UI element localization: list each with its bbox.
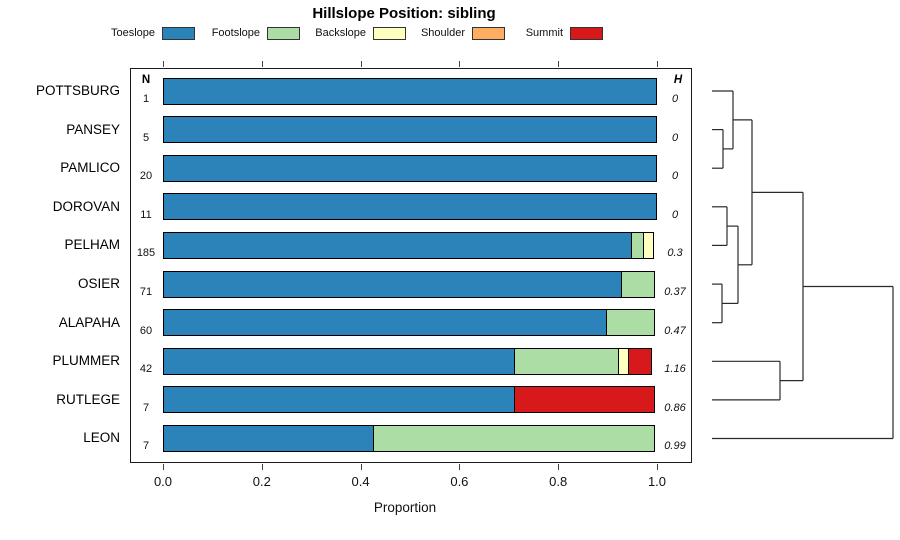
n-value-osier: 71 (139, 286, 153, 299)
bar-segment-toeslope (163, 386, 516, 414)
legend-swatch-shoulder (472, 27, 505, 40)
chart-title: Hillslope Position: sibling (312, 5, 496, 22)
legend-swatch-toeslope (162, 27, 195, 40)
x-tick-bottom (360, 464, 362, 470)
bar-row-pamlico (163, 154, 657, 182)
n-value-alapaha: 60 (139, 324, 153, 337)
bar-row-pelham (163, 231, 657, 259)
h-value-pamlico: 0 (671, 170, 679, 183)
row-label-alapaha: ALAPAHA (58, 314, 120, 330)
h-value-pelham: 0.3 (667, 247, 683, 260)
bar-segment-toeslope (163, 309, 608, 337)
bar-segment-toeslope (163, 116, 657, 144)
legend-swatch-footslope (267, 27, 300, 40)
bar-row-osier (163, 270, 657, 298)
x-tick-top (360, 61, 362, 67)
x-tick-bottom (163, 464, 164, 470)
h-value-osier: 0.37 (664, 286, 686, 299)
row-label-dorovan: DOROVAN (52, 198, 120, 214)
x-tick-label: 0.6 (450, 474, 469, 489)
n-value-dorovan: 11 (140, 208, 152, 221)
bar-segment-footslope (373, 424, 656, 452)
row-label-pottsburg: POTTSBURG (35, 83, 120, 98)
bar-row-pottsburg (163, 77, 657, 105)
bar-segment-backslope (642, 231, 654, 259)
n-value-pansey: 5 (142, 131, 150, 144)
bar-segment-summit (628, 347, 653, 375)
legend-label-toeslope: Toeslope (110, 27, 155, 39)
bar-segment-toeslope (163, 193, 657, 221)
bar-segment-toeslope (163, 270, 623, 298)
bar-row-dorovan (163, 193, 657, 221)
legend-swatch-summit (570, 27, 603, 40)
x-tick-bottom (459, 464, 461, 470)
x-tick-label: 0.8 (549, 474, 568, 489)
row-label-osier: OSIER (77, 276, 120, 292)
x-tick-label: 0.2 (252, 474, 271, 489)
row-label-leon: LEON (83, 430, 120, 446)
row-label-pansey: PANSEY (66, 121, 120, 137)
h-value-alapaha: 0.47 (664, 324, 686, 337)
n-column-header: N (141, 74, 151, 86)
bar-row-alapaha (163, 309, 657, 337)
x-tick-label: 0.0 (153, 474, 173, 489)
h-value-leon: 0.99 (664, 440, 686, 453)
bar-row-plummer (163, 347, 657, 375)
x-tick-top (163, 61, 164, 67)
h-value-plummer: 1.16 (664, 363, 686, 376)
x-tick-bottom (657, 464, 658, 470)
bar-segment-toeslope (163, 231, 633, 259)
bar-segment-toeslope (163, 347, 516, 375)
x-tick-top (657, 61, 658, 67)
x-tick-label: 1.0 (647, 474, 667, 489)
n-value-pelham: 185 (136, 247, 156, 260)
bar-row-leon (163, 424, 657, 452)
row-label-plummer: PLUMMER (52, 353, 120, 369)
bar-segment-footslope (620, 270, 656, 298)
legend-swatch-backslope (373, 27, 406, 40)
x-tick-bottom (558, 464, 560, 470)
n-value-rutlege: 7 (142, 401, 150, 414)
x-tick-top (261, 61, 263, 67)
h-column-header: H (673, 74, 683, 86)
legend-label-shoulder: Shoulder (420, 27, 465, 39)
x-tick-bottom (261, 464, 263, 470)
n-value-leon: 7 (142, 440, 150, 453)
bar-row-pansey (163, 116, 657, 144)
h-value-pansey: 0 (671, 131, 679, 144)
h-value-pottsburg: 0 (671, 93, 679, 105)
row-label-pamlico: PAMLICO (60, 160, 120, 176)
n-value-plummer: 42 (139, 363, 153, 376)
h-value-dorovan: 0 (671, 208, 679, 221)
h-value-rutlege: 0.86 (664, 401, 686, 414)
x-axis-title: Proportion (373, 500, 437, 515)
n-value-pamlico: 20 (139, 170, 153, 183)
x-tick-top (558, 61, 560, 67)
bar-segment-footslope (514, 347, 620, 375)
bar-segment-footslope (606, 309, 656, 337)
bar-segment-toeslope (163, 77, 657, 105)
x-tick-label: 0.4 (351, 474, 370, 489)
legend-label-footslope: Footslope (211, 27, 260, 39)
bar-segment-summit (514, 386, 656, 414)
bar-row-rutlege (163, 386, 657, 414)
bar-segment-toeslope (163, 154, 657, 182)
x-tick-top (459, 61, 461, 67)
n-value-pottsburg: 1 (142, 93, 150, 105)
row-label-pelham: PELHAM (64, 237, 120, 253)
bar-segment-toeslope (163, 424, 375, 452)
legend-label-backslope: Backslope (315, 27, 366, 39)
legend-label-summit: Summit (525, 27, 563, 39)
row-label-rutlege: RUTLEGE (56, 391, 120, 407)
